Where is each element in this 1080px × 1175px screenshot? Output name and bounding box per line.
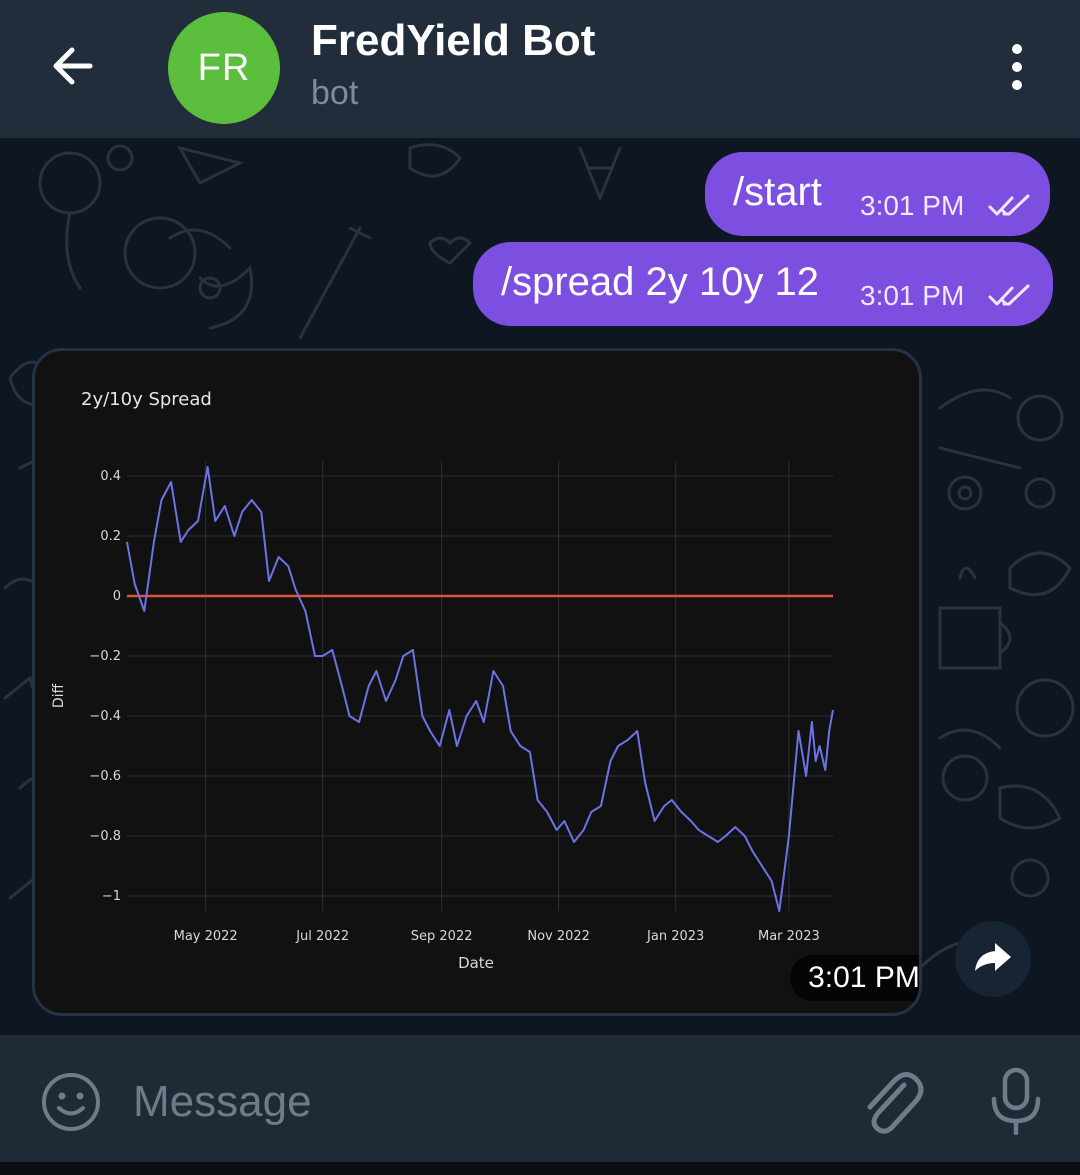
y-tick-label: 0.4 — [100, 469, 121, 484]
chart-title: 2y/10y Spread — [81, 389, 212, 410]
x-tick-label: Jul 2022 — [295, 929, 349, 944]
doodle-background — [3, 143, 1075, 970]
y-tick-label: −0.4 — [89, 709, 121, 724]
outgoing-message[interactable]: /spread 2y 10y 12 3:01 PM — [473, 242, 1053, 326]
message-time: 3:01 PM — [860, 280, 965, 311]
chat-subtitle: bot — [311, 74, 359, 112]
message-input[interactable]: Message — [133, 1077, 312, 1126]
paperclip-icon[interactable] — [858, 1065, 924, 1135]
chat-header: FR FredYield Bot bot — [0, 0, 1080, 138]
x-axis-label: Date — [458, 954, 494, 972]
x-tick-label: Mar 2023 — [758, 929, 820, 944]
more-vertical-icon[interactable] — [1005, 42, 1029, 92]
system-nav-strip — [0, 1162, 1080, 1175]
outgoing-message[interactable]: /start 3:01 PM — [705, 152, 1050, 236]
y-tick-label: 0 — [113, 589, 121, 604]
message-composer: Message — [0, 1035, 1080, 1162]
chat-title[interactable]: FredYield Bot — [311, 16, 596, 65]
spread-chart: 2y/10y Spread 0.4 0.2 0 −0.2 −0.4 −0.6 −0.8 −1 Ma… — [51, 389, 834, 972]
chart-photo-message[interactable]: 2y/10y Spread 0.4 0.2 0 −0.2 −0.4 −0.6 −0.8 −1 Ma… — [32, 348, 922, 1016]
x-tick-label: Jan 2023 — [646, 929, 704, 944]
double-check-icon — [988, 284, 1030, 306]
y-axis-label: Diff — [51, 683, 67, 708]
double-check-icon — [988, 194, 1030, 216]
x-tick-label: May 2022 — [174, 929, 238, 944]
y-tick-label: −0.8 — [89, 829, 121, 844]
x-tick-label: Sep 2022 — [411, 929, 473, 944]
spread-series-line — [126, 466, 834, 912]
y-tick-label: −0.6 — [89, 769, 121, 784]
arrow-left-icon[interactable] — [44, 38, 100, 94]
message-text: /spread 2y 10y 12 — [501, 260, 819, 304]
smile-icon[interactable] — [40, 1071, 102, 1133]
y-tick-label: −1 — [102, 889, 121, 904]
y-tick-label: 0.2 — [100, 529, 121, 544]
y-tick-label: −0.2 — [89, 649, 121, 664]
message-text: /start — [733, 170, 822, 214]
forward-arrow-icon — [975, 943, 1011, 971]
share-button[interactable] — [955, 921, 1031, 997]
chat-area[interactable]: /start 3:01 PM /spread 2y 10y 12 3:01 PM… — [0, 138, 1080, 1035]
message-time: 3:01 PM — [860, 190, 965, 221]
x-tick-label: Nov 2022 — [527, 929, 590, 944]
microphone-icon[interactable] — [988, 1067, 1044, 1135]
avatar[interactable]: FR — [168, 12, 280, 124]
photo-time-badge: 3:01 PM — [790, 955, 919, 1001]
